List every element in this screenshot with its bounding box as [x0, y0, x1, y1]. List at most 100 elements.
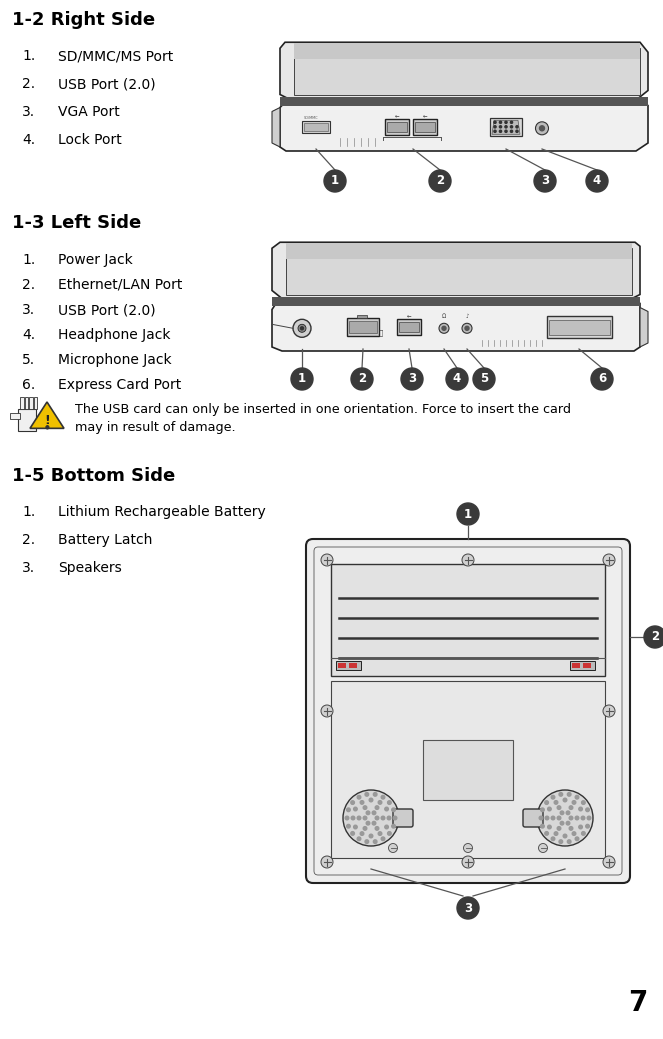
Circle shape [351, 801, 355, 804]
Bar [286, 243, 632, 259]
Circle shape [548, 807, 551, 810]
Text: Speakers: Speakers [58, 561, 122, 575]
Circle shape [540, 126, 544, 131]
Circle shape [385, 825, 389, 829]
Bar [336, 661, 361, 670]
Circle shape [603, 856, 615, 868]
Circle shape [572, 801, 575, 804]
Text: 1-2 Right Side: 1-2 Right Side [12, 11, 155, 29]
Text: 2: 2 [358, 373, 366, 385]
Text: 1: 1 [331, 175, 339, 187]
Bar [423, 740, 513, 800]
Bar [547, 316, 612, 339]
Text: 4.: 4. [22, 133, 35, 146]
Circle shape [516, 126, 518, 128]
Text: 2.: 2. [22, 278, 35, 292]
Bar [385, 119, 409, 135]
Circle shape [378, 801, 382, 804]
Bar [549, 320, 610, 336]
Bar [331, 681, 605, 858]
Polygon shape [640, 308, 648, 347]
Circle shape [505, 130, 507, 132]
Circle shape [462, 323, 472, 334]
Circle shape [570, 817, 573, 820]
FancyBboxPatch shape [523, 809, 543, 827]
Circle shape [372, 811, 376, 815]
Circle shape [516, 130, 518, 132]
Circle shape [369, 834, 373, 837]
Text: 1: 1 [298, 373, 306, 385]
Text: 1: 1 [464, 507, 472, 521]
Circle shape [375, 806, 379, 809]
Circle shape [321, 705, 333, 717]
Bar [397, 319, 421, 336]
Circle shape [505, 126, 507, 128]
Bar [302, 122, 330, 133]
Text: SD/MMC/MS Port: SD/MMC/MS Port [58, 49, 173, 63]
Circle shape [392, 824, 395, 828]
Bar [29, 397, 32, 409]
Circle shape [557, 806, 561, 809]
Circle shape [357, 817, 361, 820]
Text: Power Jack: Power Jack [58, 254, 133, 267]
Bar [286, 248, 632, 294]
Circle shape [363, 817, 367, 820]
Circle shape [385, 807, 389, 810]
Bar [280, 97, 648, 106]
Circle shape [587, 817, 591, 820]
Polygon shape [272, 303, 640, 351]
Text: ←: ← [406, 314, 411, 318]
Text: 5.: 5. [22, 353, 35, 367]
Circle shape [293, 319, 311, 338]
Circle shape [300, 327, 304, 329]
Circle shape [563, 834, 567, 837]
Circle shape [457, 897, 479, 920]
Circle shape [560, 822, 564, 825]
Circle shape [462, 856, 474, 868]
Text: 7: 7 [629, 989, 648, 1017]
Circle shape [511, 122, 512, 124]
Polygon shape [492, 121, 520, 134]
Bar [294, 44, 640, 59]
Circle shape [381, 796, 385, 799]
Circle shape [321, 554, 333, 566]
Circle shape [375, 817, 379, 820]
Circle shape [511, 130, 512, 132]
Circle shape [575, 837, 579, 841]
Circle shape [366, 811, 370, 815]
Circle shape [581, 817, 585, 820]
Bar [331, 564, 605, 676]
Circle shape [357, 837, 361, 841]
Circle shape [566, 822, 570, 825]
Circle shape [534, 170, 556, 192]
Bar [349, 663, 357, 668]
Circle shape [387, 817, 391, 820]
Circle shape [439, 323, 449, 334]
Circle shape [551, 817, 555, 820]
Circle shape [568, 793, 571, 796]
Circle shape [324, 170, 346, 192]
Circle shape [551, 837, 555, 841]
Circle shape [345, 817, 349, 820]
Text: Ω: Ω [442, 315, 446, 319]
Text: 1-3 Left Side: 1-3 Left Side [12, 214, 141, 232]
FancyBboxPatch shape [393, 809, 413, 827]
Circle shape [351, 831, 355, 835]
Circle shape [554, 801, 558, 804]
Circle shape [360, 832, 364, 835]
Circle shape [537, 790, 593, 846]
Text: ←: ← [423, 113, 428, 118]
Circle shape [363, 806, 367, 809]
Bar [20, 397, 23, 409]
Circle shape [389, 844, 398, 853]
Bar [583, 663, 591, 668]
Bar [415, 123, 435, 132]
Text: ●: ● [44, 425, 49, 429]
Bar [399, 322, 419, 332]
Circle shape [442, 326, 446, 330]
Circle shape [373, 793, 377, 796]
Circle shape [347, 824, 350, 828]
Bar [294, 48, 640, 95]
Circle shape [375, 827, 379, 830]
Text: may in result of damage.: may in result of damage. [75, 421, 235, 434]
